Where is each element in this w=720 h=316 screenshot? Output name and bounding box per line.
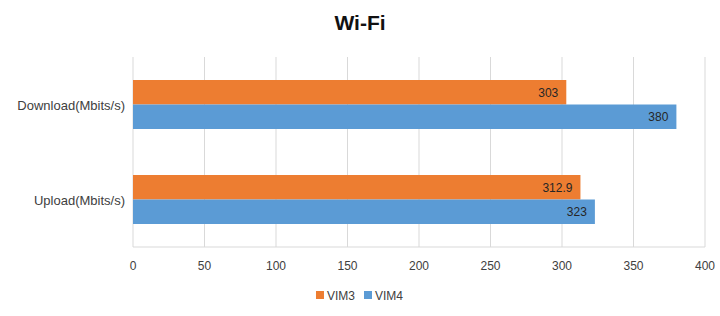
legend-label: VIM3	[327, 289, 355, 303]
bar	[133, 175, 580, 200]
chart-svg: Wi-Fi 0 50 100 150 200 250 300 350 400 303 380 312.9…	[0, 0, 720, 316]
x-tick-label: 50	[198, 259, 212, 273]
legend-swatch	[316, 291, 324, 299]
grid-line	[633, 57, 634, 247]
x-tick-label: 300	[552, 259, 572, 273]
category-label: Upload(Mbits/s)	[34, 193, 125, 208]
bars	[133, 80, 676, 224]
x-tick-label: 0	[130, 259, 137, 273]
data-labels: 303 380 312.9 323	[538, 86, 668, 220]
x-tick-label: 350	[623, 259, 643, 273]
x-axis-line	[133, 247, 705, 248]
data-label: 380	[648, 110, 668, 124]
grid-line	[705, 57, 706, 247]
legend: VIM3 VIM4	[316, 289, 403, 303]
x-tick-label: 100	[266, 259, 286, 273]
chart-container: Wi-Fi 0 50 100 150 200 250 300 350 400 303 380 312.9…	[0, 0, 720, 316]
x-tick-label: 150	[337, 259, 357, 273]
data-label: 312.9	[542, 181, 572, 195]
data-label: 303	[538, 86, 558, 100]
x-tick-label: 200	[409, 259, 429, 273]
chart-title: Wi-Fi	[334, 11, 385, 34]
x-tick-label: 250	[480, 259, 500, 273]
grid	[133, 57, 705, 247]
x-tick-label: 400	[695, 259, 715, 273]
legend-label: VIM4	[375, 289, 403, 303]
bar	[133, 105, 676, 130]
category-label: Download(Mbits/s)	[17, 98, 125, 113]
data-label: 323	[567, 205, 587, 219]
legend-swatch	[364, 291, 372, 299]
bar	[133, 200, 595, 225]
bar	[133, 80, 566, 105]
